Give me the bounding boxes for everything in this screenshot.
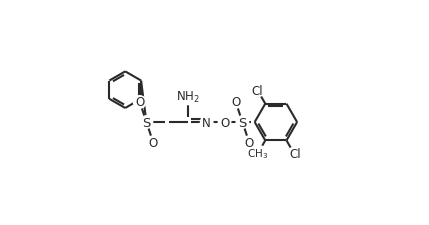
Circle shape	[181, 91, 195, 105]
Circle shape	[140, 116, 153, 129]
Circle shape	[287, 148, 301, 161]
Circle shape	[251, 84, 264, 97]
Circle shape	[147, 136, 159, 149]
Text: Cl: Cl	[290, 148, 301, 161]
Circle shape	[133, 96, 146, 109]
Circle shape	[218, 116, 231, 129]
Circle shape	[250, 146, 266, 161]
Circle shape	[230, 96, 242, 109]
Circle shape	[243, 136, 255, 149]
Text: CH$_3$: CH$_3$	[248, 146, 269, 160]
Text: O: O	[148, 136, 158, 149]
Text: NH$_2$: NH$_2$	[176, 90, 199, 105]
Text: O: O	[220, 116, 229, 129]
Text: O: O	[231, 96, 240, 109]
Text: N: N	[202, 116, 211, 129]
Text: O: O	[135, 96, 144, 109]
Circle shape	[236, 116, 249, 129]
Text: Cl: Cl	[252, 84, 263, 97]
Text: O: O	[245, 136, 254, 149]
Text: S: S	[238, 116, 247, 129]
Circle shape	[200, 116, 213, 129]
Text: S: S	[142, 116, 151, 129]
